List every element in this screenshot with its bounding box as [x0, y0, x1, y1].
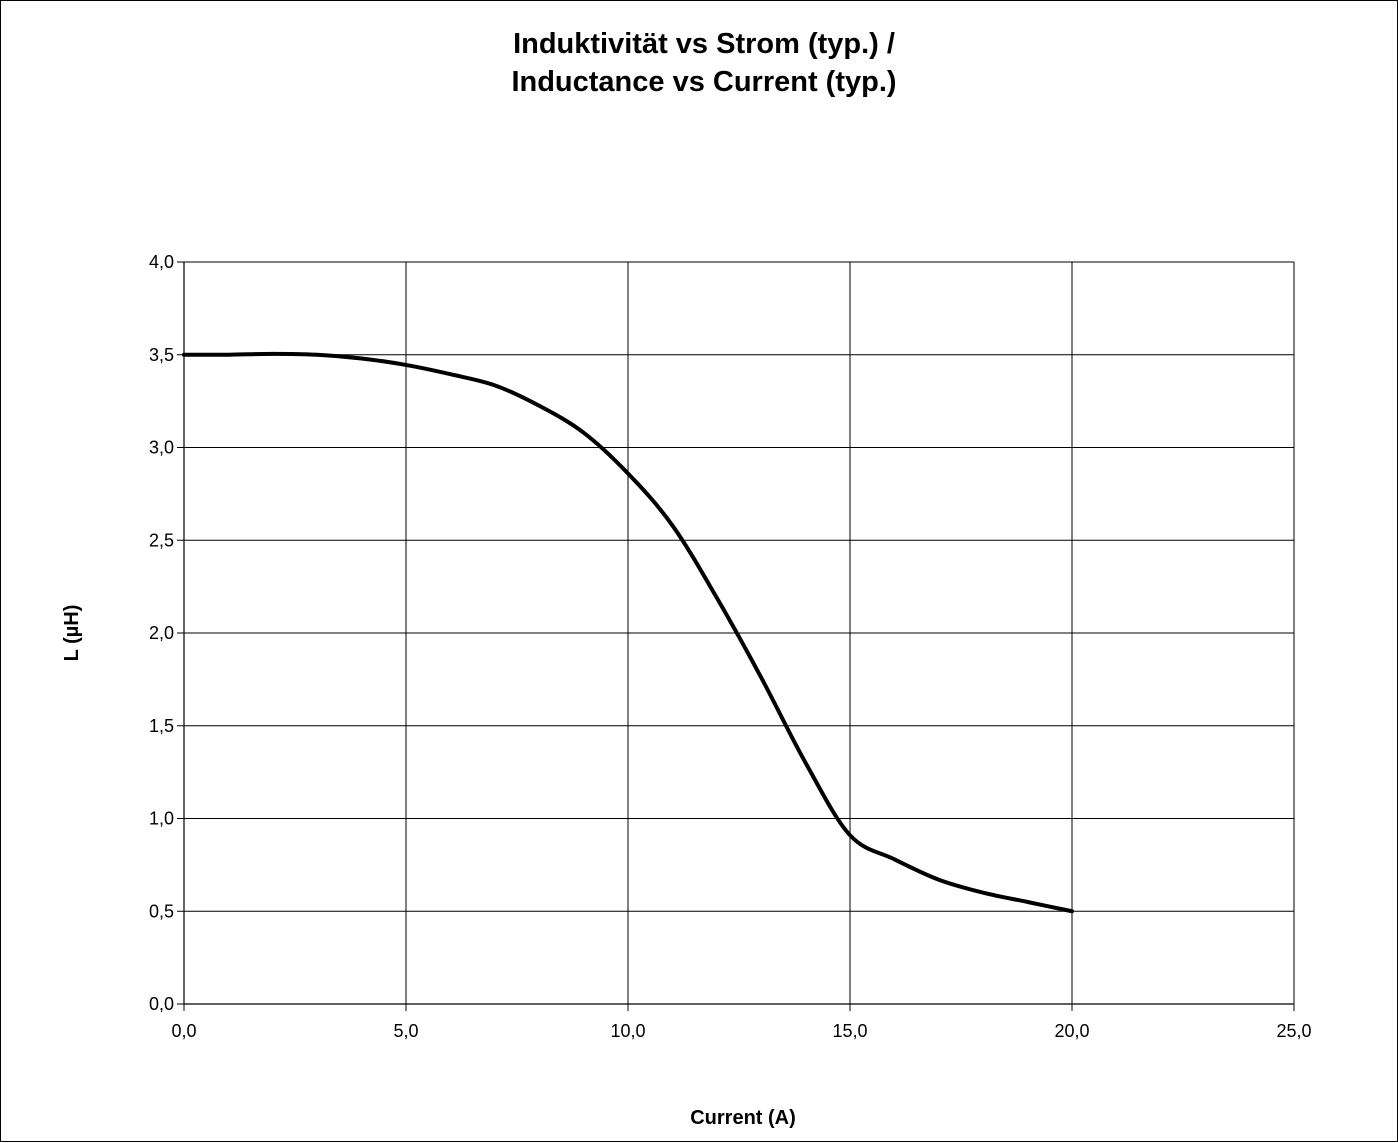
- x-tick-label: 0,0: [171, 1021, 196, 1041]
- y-tick-label: 1,5: [149, 716, 174, 736]
- y-tick-label: 1,0: [149, 809, 174, 829]
- chart-title-line-2: Inductance vs Current (typ.): [511, 66, 896, 98]
- y-tick-label: 0,0: [149, 994, 174, 1014]
- y-tick-label: 2,0: [149, 623, 174, 643]
- y-tick-label: 3,0: [149, 438, 174, 458]
- series-line: [182, 351, 1074, 914]
- chart-title-line-1: Induktivität vs Strom (typ.) /: [513, 28, 895, 60]
- x-tick-label: 25,0: [1276, 1021, 1311, 1041]
- series-layer: [182, 351, 1074, 914]
- x-tick-label: 5,0: [393, 1021, 418, 1041]
- y-tick-label: 0,5: [149, 901, 174, 921]
- y-tick-label: 3,5: [149, 345, 174, 365]
- tick-labels: 0,0 0,5 1,0 1,5 2,0 2,5 3,0 3,5 4,0 0,0 5,0 10,0 15,…: [149, 252, 1312, 1041]
- x-tick-label: 10,0: [610, 1021, 645, 1041]
- x-tick-label: 20,0: [1054, 1021, 1089, 1041]
- x-axis-title: Current (A): [690, 1107, 796, 1129]
- y-tick-label: 4,0: [149, 252, 174, 272]
- y-tick-label: 2,5: [149, 530, 174, 550]
- x-tick-label: 15,0: [832, 1021, 867, 1041]
- axes: [177, 261, 1295, 1011]
- y-axis-title: L (µH): [61, 605, 83, 662]
